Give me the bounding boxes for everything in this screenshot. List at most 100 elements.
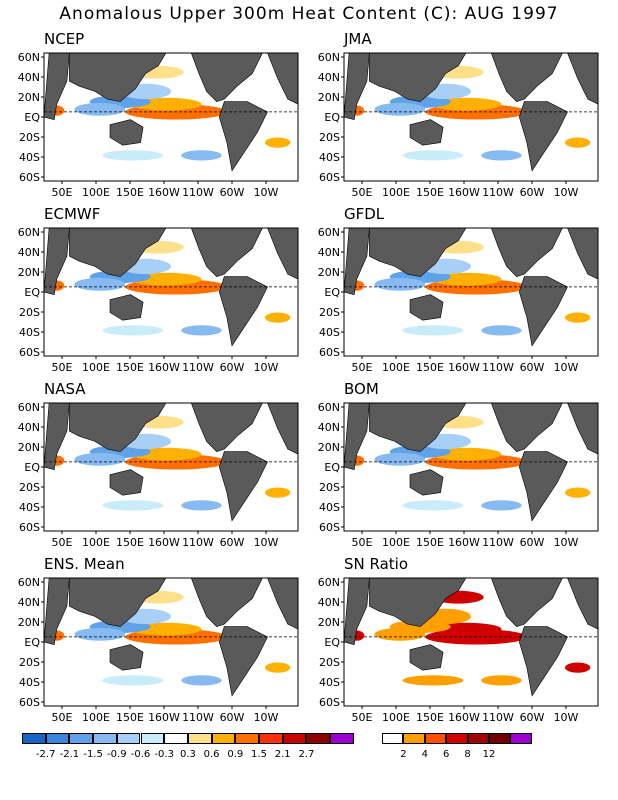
- lon-label: 160W: [148, 536, 180, 549]
- lat-label: 20S: [319, 656, 340, 669]
- map-svg: 60N 40N 20N EQ 20S 40S 60S 50E 100E 150E 160W 110W 6…: [318, 51, 599, 199]
- lon-label: 160W: [148, 711, 180, 724]
- south-america-landmass: [218, 626, 268, 697]
- anomaly-patch: [102, 150, 164, 161]
- lat-label: 20S: [319, 306, 340, 319]
- anomaly-patch: [264, 662, 291, 673]
- anomaly-patch: [564, 312, 591, 323]
- colorbar-swatch: [403, 733, 425, 744]
- anomaly-patch: [481, 675, 522, 686]
- map-svg: 60N 40N 20N EQ 20S 40S 60S 50E 100E 150E 160W 110W 6…: [18, 51, 299, 199]
- colorbar-swatch: [45, 733, 70, 744]
- lat-label: 60N: [318, 51, 340, 64]
- lon-label: 50E: [352, 361, 373, 374]
- colorbar-swatch: [330, 733, 354, 744]
- asia-landmass: [369, 402, 467, 452]
- lat-label: 40N: [18, 71, 40, 84]
- lat-label: 40S: [19, 151, 40, 164]
- lat-label: 40N: [318, 71, 340, 84]
- lat-label: EQ: [24, 286, 40, 299]
- lon-label: 60W: [220, 536, 245, 549]
- anomaly-patch: [564, 662, 591, 673]
- lon-label: 100E: [82, 186, 110, 199]
- anomaly-patch: [181, 150, 222, 161]
- colorbar-swatch: [259, 733, 283, 744]
- anomaly-patch: [402, 150, 464, 161]
- colorbar-tick-label: -1.5: [83, 749, 103, 760]
- anomaly-patch: [564, 487, 591, 498]
- colorbar-tick-label: 0.6: [203, 749, 220, 760]
- lat-label: 60N: [18, 226, 40, 239]
- anomaly-patch: [402, 675, 464, 686]
- lat-label: 20N: [18, 91, 40, 104]
- lon-label: 60W: [520, 186, 545, 199]
- lat-label: 20S: [319, 131, 340, 144]
- anomaly-patch: [264, 312, 291, 323]
- anomaly-patch: [374, 102, 426, 116]
- lon-label: 160W: [148, 361, 180, 374]
- lat-label: 20N: [318, 266, 340, 279]
- lat-label: 60N: [318, 576, 340, 589]
- panel-title: GFDL: [344, 205, 385, 223]
- anomaly-patch: [264, 487, 291, 498]
- australia-landmass: [109, 469, 144, 496]
- lat-label: EQ: [324, 111, 340, 124]
- lon-label: 100E: [382, 536, 410, 549]
- south-america-landmass: [218, 276, 268, 347]
- lat-label: 40S: [19, 326, 40, 339]
- sn-ratio-colorbar: 2 4 6 8 12: [382, 733, 532, 773]
- colorbar-tick-label: 4: [421, 749, 428, 760]
- anomaly-patch: [564, 137, 591, 148]
- anomaly-patch: [481, 150, 522, 161]
- anomaly-patch: [402, 500, 464, 511]
- lat-label: EQ: [324, 286, 340, 299]
- colorbar-tick-label: -0.3: [154, 749, 174, 760]
- lon-label: 110W: [182, 711, 214, 724]
- anomaly-colorbar: -2.7 -2.1 -1.5 -0.9 -0.6 -0.3 0.3 0.6 0.9 1.5 2.1 2…: [22, 733, 355, 773]
- south-america-landmass: [518, 626, 568, 697]
- lon-label: 10W: [254, 186, 279, 199]
- lon-label: 10W: [254, 536, 279, 549]
- map-panel: SN Ratio 60N 40N 20N EQ 20S 40S 60S 50E 100E 150E 1…: [300, 555, 600, 725]
- colorbar-swatch: [140, 733, 165, 744]
- colorbar-swatch: [306, 733, 331, 744]
- lat-label: 40N: [18, 421, 40, 434]
- north-america-landmass: [490, 52, 563, 102]
- anomaly-patch: [374, 627, 426, 641]
- lat-label: 20N: [318, 616, 340, 629]
- lat-label: 40S: [319, 501, 340, 514]
- lat-label: 60S: [19, 346, 40, 359]
- australia-landmass: [409, 294, 444, 321]
- asia-landmass: [69, 577, 167, 627]
- lon-label: 150E: [116, 711, 144, 724]
- lon-label: 110W: [182, 361, 214, 374]
- lat-label: 60S: [319, 346, 340, 359]
- asia-landmass: [69, 227, 167, 277]
- asia-landmass: [69, 52, 167, 102]
- lon-label: 160W: [448, 361, 480, 374]
- lon-label: 100E: [382, 186, 410, 199]
- anomaly-patch: [181, 325, 222, 336]
- lon-label: 10W: [254, 361, 279, 374]
- anomaly-patch: [481, 325, 522, 336]
- lon-label: 100E: [82, 361, 110, 374]
- colorbar-swatch: [69, 733, 94, 744]
- lon-label: 100E: [382, 711, 410, 724]
- colorbar-swatch: [116, 733, 141, 744]
- lat-label: 20N: [318, 441, 340, 454]
- lon-label: 50E: [52, 186, 73, 199]
- lat-label: 60N: [18, 576, 40, 589]
- lon-label: 50E: [352, 536, 373, 549]
- south-america-landmass: [518, 101, 568, 172]
- anomaly-patch: [402, 325, 464, 336]
- lon-label: 50E: [52, 711, 73, 724]
- colorbar-swatch: [467, 733, 489, 744]
- lat-label: 60N: [18, 401, 40, 414]
- anomaly-patch: [181, 675, 222, 686]
- colorbar-tick-label: 8: [464, 749, 471, 760]
- north-america-landmass: [490, 577, 563, 627]
- colorbar-tick-label: 0.3: [179, 749, 196, 760]
- map-svg: 60N 40N 20N EQ 20S 40S 60S 50E 100E 150E 160W 110W 6…: [318, 576, 599, 724]
- lon-label: 50E: [52, 361, 73, 374]
- anomaly-patch: [264, 137, 291, 148]
